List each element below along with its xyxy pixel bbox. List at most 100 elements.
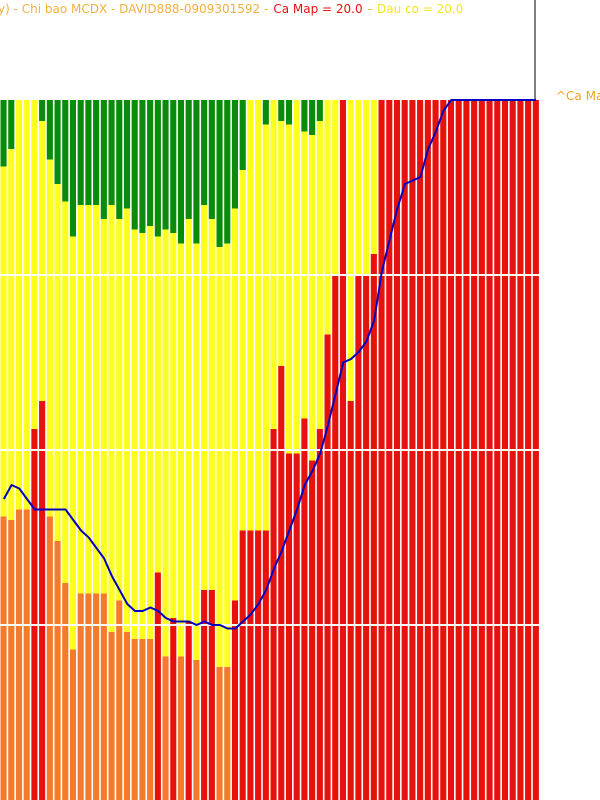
- bar-segment: [285, 124, 293, 454]
- bar-segment: [208, 590, 215, 800]
- bar-segment: [301, 418, 308, 800]
- bar-segment: [363, 100, 370, 275]
- bar-segment: [355, 100, 362, 275]
- bar-segment: [208, 100, 215, 219]
- bar-segment: [69, 649, 77, 800]
- bar-segment: [46, 516, 53, 800]
- bar-segment: [93, 205, 100, 594]
- bar-segment: [8, 520, 15, 800]
- bar-segment: [54, 184, 61, 541]
- bar-segment: [31, 100, 38, 429]
- bar-segment: [332, 100, 339, 275]
- bar-segment: [100, 100, 107, 219]
- bar-segment: [0, 516, 7, 800]
- bar-segment: [301, 100, 308, 132]
- bar-segment: [154, 236, 161, 573]
- bar-segment: [54, 100, 61, 184]
- bar-segment: [170, 100, 177, 233]
- bar-segment: [62, 100, 69, 202]
- bar-segment: [46, 159, 53, 517]
- bar-segment: [170, 618, 177, 800]
- bar-segment: [177, 656, 185, 800]
- bar-segment: [131, 229, 138, 639]
- chart-title: y) - Chi bao MCDX - DAVID888-0909301592 …: [0, 2, 463, 16]
- bar-segment: [39, 100, 46, 121]
- bar-segment: [162, 656, 169, 800]
- bar-segment: [0, 166, 7, 517]
- bar-segment: [193, 100, 200, 244]
- bar-segment: [201, 100, 208, 205]
- bar-segment: [262, 124, 269, 531]
- bar-segment: [170, 233, 177, 618]
- title-part: Ca Map = 20.0: [273, 2, 362, 16]
- bar-segment: [185, 621, 192, 800]
- bar-segment: [46, 100, 53, 160]
- bar-segment: [239, 170, 246, 531]
- bar-segment: [15, 100, 23, 510]
- bar-segment: [239, 530, 246, 800]
- bar-segment: [100, 593, 107, 800]
- bar-segment: [77, 205, 84, 594]
- bar-segment: [131, 100, 138, 230]
- bar-segment: [293, 453, 300, 800]
- bar-segment: [224, 667, 231, 800]
- bar-segment: [255, 100, 262, 531]
- bar-segment: [278, 366, 285, 800]
- bar-segment: [255, 530, 262, 800]
- bar-segment: [23, 100, 30, 510]
- title-part: Dau co = 20.0: [377, 2, 463, 16]
- bar-segment: [123, 632, 131, 800]
- bar-segment: [23, 509, 30, 800]
- bar-segment: [370, 254, 377, 800]
- bar-segment: [231, 100, 239, 209]
- bar-segment: [332, 275, 339, 800]
- bar-segment: [131, 639, 138, 800]
- bar-segment: [100, 219, 107, 594]
- bar-segment: [216, 247, 223, 667]
- bar-segment: [77, 100, 84, 205]
- bar-segment: [285, 453, 293, 800]
- bar-segment: [347, 100, 354, 401]
- title-part: y) - Chi bao MCDX - DAVID888-0909301592 …: [0, 2, 268, 16]
- bar-segment: [62, 201, 69, 583]
- bar-segment: [270, 100, 277, 429]
- bar-segment: [147, 100, 154, 226]
- bar-segment: [69, 236, 77, 650]
- line-series: [2, 99, 537, 630]
- bar-segment: [309, 460, 316, 800]
- bar-segment: [0, 100, 7, 167]
- bar-segment: [162, 229, 169, 657]
- bar-segment: [15, 509, 23, 800]
- bar-segment: [147, 226, 154, 639]
- bar-segment: [62, 583, 69, 800]
- bar-segment: [116, 219, 123, 601]
- bar-segment: [309, 135, 316, 461]
- bar-segment: [8, 149, 15, 520]
- bar-segment: [139, 639, 146, 800]
- bar-segment: [85, 100, 92, 205]
- bar-segment: [177, 100, 185, 244]
- bar-segment: [355, 275, 362, 800]
- bar-segment: [216, 667, 223, 800]
- bar-segment: [363, 275, 370, 800]
- bar-segment: [278, 121, 285, 366]
- bar-segment: [39, 121, 46, 401]
- bar-segment: [239, 100, 246, 170]
- bar-segment: [39, 401, 46, 800]
- bar-segment: [154, 572, 161, 800]
- bar-segment: [108, 205, 115, 632]
- bar-segment: [224, 100, 231, 244]
- bar-segment: [247, 100, 254, 531]
- right-label: ^Ca Ma: [556, 89, 600, 103]
- bar-segment: [108, 100, 115, 205]
- bar-segment: [231, 600, 239, 800]
- bar-segment: [54, 541, 61, 800]
- bar-segment: [93, 100, 100, 205]
- bar-segment: [216, 100, 223, 247]
- bar-segment: [31, 429, 38, 800]
- bar-segment: [123, 100, 131, 209]
- bar-segment: [123, 208, 131, 632]
- bar-segment: [108, 632, 115, 800]
